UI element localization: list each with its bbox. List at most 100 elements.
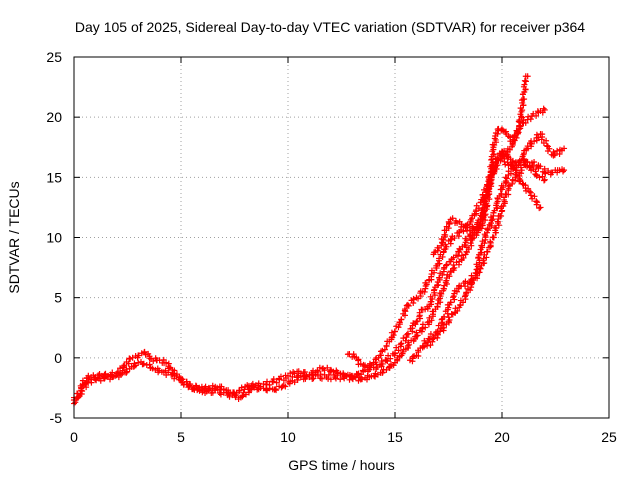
data-point-interp — [527, 116, 534, 123]
data-point-interp — [467, 218, 474, 225]
data-point — [424, 342, 431, 349]
data-point-interp — [483, 200, 490, 207]
data-point-interp — [517, 111, 524, 118]
data-point-interp — [428, 317, 435, 324]
data-point-interp — [192, 382, 199, 389]
data-point-interp — [190, 386, 197, 393]
data-point-interp — [443, 262, 450, 269]
data-point-interp — [511, 132, 518, 139]
data-point-interp — [531, 193, 538, 200]
data-point-interp — [124, 368, 131, 375]
data-point-interp — [440, 285, 447, 292]
data-point-interp — [489, 216, 496, 223]
data-point-interp — [453, 288, 460, 295]
data-point-interp — [391, 328, 398, 335]
data-point-interp — [525, 185, 532, 192]
data-point-interp — [488, 183, 495, 190]
data-point-interp — [94, 374, 101, 381]
data-point-interp — [438, 242, 445, 249]
data-point-interp — [546, 145, 553, 152]
data-point — [499, 126, 505, 133]
data-point-interp — [403, 334, 410, 341]
data-point-interp — [379, 360, 386, 367]
data-point — [349, 375, 356, 382]
data-point — [169, 371, 176, 378]
data-point-interp — [264, 378, 271, 385]
y-axis-label: SDTVAR / TECUs — [6, 181, 22, 293]
y-tick-label: -5 — [50, 410, 63, 426]
x-tick-label: 15 — [387, 429, 403, 445]
data-point-interp — [495, 222, 502, 229]
data-point-interp — [512, 174, 519, 181]
data-point-interp — [428, 273, 435, 280]
data-point-interp — [233, 391, 240, 398]
series-2 — [71, 147, 544, 403]
data-point-interp — [443, 243, 450, 250]
data-point-interp — [421, 343, 428, 350]
data-point-interp — [249, 380, 256, 387]
data-point-interp — [317, 371, 324, 378]
data-point-interp — [378, 358, 385, 365]
data-point-interp — [533, 112, 540, 119]
data-point-interp — [419, 325, 426, 332]
data-point-interp — [451, 235, 458, 242]
data-point-interp — [475, 205, 482, 212]
data-point-interp — [481, 212, 488, 219]
data-point-interp — [463, 289, 470, 296]
data-point-interp — [494, 154, 501, 161]
data-point-interp — [398, 340, 405, 347]
data-point-interp — [509, 180, 516, 187]
data-point-interp — [522, 182, 529, 189]
data-point-interp — [309, 375, 316, 382]
data-point-interp — [270, 376, 277, 383]
data-point-interp — [110, 373, 117, 380]
data-point-interp — [487, 238, 494, 245]
data-point-interp — [381, 346, 388, 353]
data-point-interp — [524, 158, 531, 165]
data-point-interp — [439, 253, 446, 260]
data-point — [454, 220, 461, 227]
data-point-interp — [518, 170, 525, 177]
data-point-interp — [517, 123, 524, 130]
y-tick-label: 20 — [46, 109, 62, 125]
data-point-interp — [551, 152, 558, 159]
data-point-interp — [170, 370, 177, 377]
data-point-interp — [468, 284, 475, 291]
data-point-interp — [310, 375, 317, 382]
data-point-interp — [468, 242, 475, 249]
data-point-interp — [484, 225, 491, 232]
data-point-interp — [504, 151, 511, 158]
data-point-interp — [474, 227, 481, 234]
data-point-interp — [504, 159, 511, 166]
data-point-interp — [550, 150, 557, 157]
data-point-interp — [450, 293, 457, 300]
data-point-interp — [325, 372, 332, 379]
data-point-interp — [416, 312, 423, 319]
data-point — [141, 348, 148, 355]
data-point-interp — [434, 334, 441, 341]
data-point — [537, 204, 544, 211]
data-point-interp — [247, 386, 254, 393]
data-point-interp — [542, 170, 549, 177]
data-point-interp — [490, 161, 497, 168]
data-point-interp — [406, 341, 413, 348]
data-point-interp — [443, 277, 450, 284]
data-point-interp — [85, 372, 92, 379]
data-point-interp — [436, 257, 443, 264]
data-point-interp — [387, 355, 394, 362]
data-point-interp — [88, 379, 95, 386]
data-point-interp — [334, 372, 341, 379]
data-point-interp — [434, 331, 441, 338]
data-point-interp — [487, 220, 494, 227]
data-point — [186, 382, 193, 389]
data-point-interp — [173, 373, 180, 380]
data-point-interp — [422, 285, 429, 292]
data-point-interp — [507, 170, 514, 177]
data-point-interp — [399, 350, 406, 357]
data-point — [460, 223, 467, 230]
x-tick-label: 20 — [494, 429, 510, 445]
data-point-interp — [536, 174, 543, 181]
data-point-interp — [501, 196, 508, 203]
data-point-interp — [97, 377, 104, 384]
data-point-interp — [487, 239, 494, 246]
